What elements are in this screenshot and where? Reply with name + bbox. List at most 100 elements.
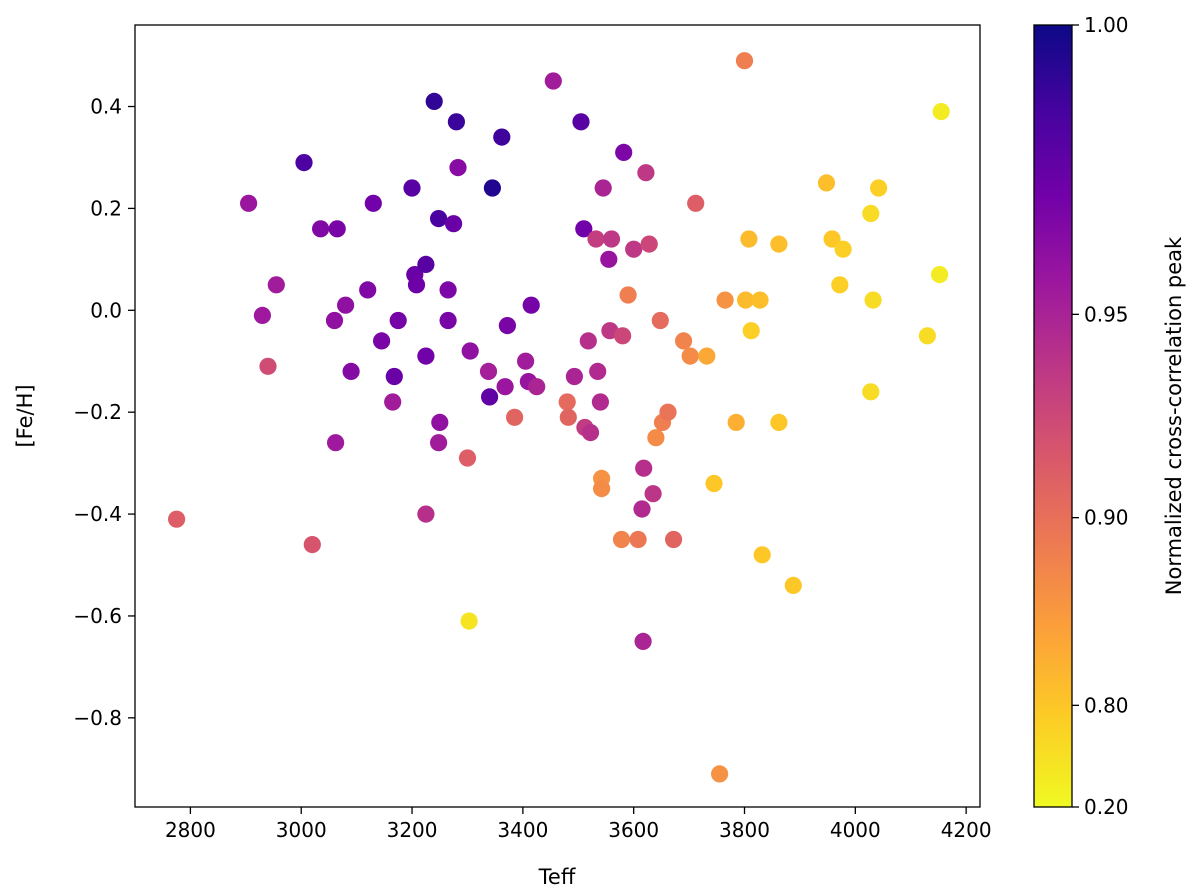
x-tick-label: 3000 — [276, 818, 327, 842]
scatter-point — [389, 311, 407, 330]
scatter-point — [303, 536, 321, 554]
scatter-point — [651, 311, 669, 330]
scatter-point — [337, 296, 355, 314]
scatter-point — [737, 291, 755, 309]
scatter-points — [168, 52, 950, 783]
scatter-point — [931, 266, 949, 284]
colorbar — [1033, 24, 1073, 808]
scatter-point — [742, 322, 760, 340]
scatter-point — [784, 576, 802, 595]
x-tick-label: 4000 — [830, 818, 881, 842]
scatter-point — [373, 332, 391, 350]
scatter-point — [675, 332, 693, 350]
scatter-point — [417, 505, 435, 523]
scatter-point — [770, 413, 788, 431]
scatter-point — [644, 485, 662, 503]
scatter-point — [458, 449, 477, 467]
scatter-point — [517, 352, 535, 370]
y-axis-label: [Fe/H] — [13, 384, 37, 447]
scatter-point — [637, 164, 655, 182]
scatter-point — [587, 230, 605, 248]
scatter-point — [612, 530, 631, 549]
scatter-point — [634, 632, 652, 651]
scatter-point — [493, 128, 511, 146]
scatter-point — [862, 383, 880, 401]
scatter-point — [589, 362, 607, 380]
scatter-point — [659, 403, 677, 421]
x-tick-label: 4200 — [941, 818, 992, 842]
colorbar-tick-label: 0.90 — [1084, 506, 1129, 530]
scatter-point — [558, 393, 576, 411]
scatter-point — [168, 510, 186, 528]
scatter-point — [327, 434, 345, 452]
scatter-point — [581, 424, 600, 442]
colorbar-ticks: 1.00 0.95 0.90 0.80 0.20 — [1072, 13, 1129, 819]
scatter-point — [619, 286, 637, 304]
scatter-point — [727, 413, 745, 431]
scatter-point — [864, 291, 882, 309]
scatter-point — [461, 342, 479, 360]
scatter-point — [635, 459, 653, 477]
scatter-point — [716, 291, 734, 309]
scatter-point — [385, 367, 403, 386]
x-tick-label: 3600 — [608, 818, 659, 842]
scatter-point — [528, 378, 546, 396]
scatter-point — [483, 179, 501, 197]
scatter-point — [831, 276, 849, 294]
scatter-point — [430, 210, 448, 228]
scatter-point — [751, 291, 769, 309]
scatter-point — [460, 612, 478, 630]
scatter-point — [681, 347, 699, 365]
scatter-point — [735, 52, 754, 70]
scatter-point — [602, 230, 621, 248]
scatter-point — [544, 72, 562, 90]
scatter-point — [295, 154, 313, 172]
scatter-point — [431, 413, 449, 431]
y-tick-label: 0.4 — [90, 95, 122, 119]
x-tick-label: 3400 — [497, 818, 548, 842]
scatter-point — [328, 220, 346, 238]
scatter-point — [698, 347, 716, 365]
scatter-point — [647, 429, 665, 447]
plot-area-frame — [134, 24, 981, 808]
scatter-point — [932, 103, 950, 121]
y-tick-label: −0.6 — [73, 604, 122, 628]
scatter-point — [505, 408, 524, 426]
scatter-point — [522, 296, 540, 314]
scatter-point — [325, 311, 344, 330]
colorbar-tick-label: 0.80 — [1084, 693, 1129, 717]
scatter-point — [253, 306, 271, 324]
scatter-point — [425, 92, 443, 110]
scatter-point — [834, 240, 852, 258]
scatter-point — [342, 362, 360, 380]
y-tick-label: −0.8 — [73, 706, 122, 730]
scatter-point — [479, 362, 498, 380]
colorbar-tick-label: 0.20 — [1084, 795, 1129, 819]
scatter-point — [439, 281, 457, 299]
y-axis: 0.4 0.2 0.0 −0.2 −0.4 −0.6 −0.8 — [73, 95, 135, 730]
scatter-point — [430, 434, 448, 452]
scatter-point — [498, 317, 516, 335]
scatter-point — [267, 276, 285, 294]
scatter-point — [259, 357, 277, 375]
scatter-point — [918, 327, 937, 345]
y-tick-label: 0.0 — [90, 298, 122, 322]
scatter-point — [559, 408, 577, 426]
scatter-point — [862, 204, 880, 223]
scatter-point — [384, 393, 402, 411]
scatter-point — [625, 240, 643, 258]
y-tick-label: −0.4 — [73, 502, 122, 526]
scatter-point — [481, 388, 499, 406]
scatter-point — [665, 530, 683, 549]
scatter-point — [447, 113, 465, 131]
scatter-point — [417, 347, 435, 365]
scatter-point — [449, 159, 467, 177]
scatter-point — [870, 179, 888, 197]
y-tick-label: −0.2 — [73, 400, 122, 424]
scatter-point — [593, 480, 611, 498]
colorbar-label: Normalized cross-correlation peak — [1162, 236, 1186, 595]
scatter-point — [687, 194, 705, 212]
x-axis: 2800 3000 3200 3400 3600 3800 4000 4200 — [165, 807, 992, 842]
scatter-point — [770, 235, 788, 253]
